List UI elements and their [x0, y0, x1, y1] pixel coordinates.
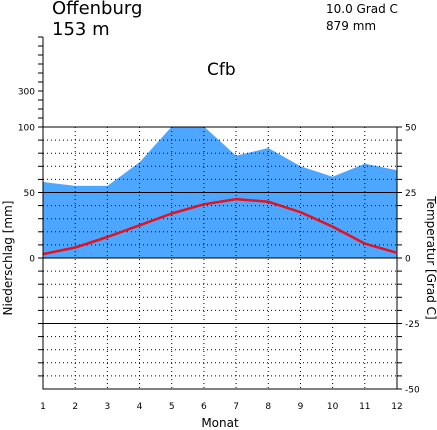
x-axis-tick-label: 11 [359, 402, 370, 412]
left-axis-tick-label: 100 [18, 124, 35, 134]
climate-classification: Cfb [207, 60, 236, 80]
x-axis-tick-label: 12 [391, 402, 402, 412]
x-axis-tick-label: 8 [265, 402, 271, 412]
x-axis-tick-label: 10 [327, 402, 339, 412]
x-axis-label: Monat [201, 416, 239, 430]
right-axis-tick-label: 50 [405, 124, 417, 134]
grid-layer [42, 126, 398, 390]
x-axis-tick-label: 3 [104, 402, 110, 412]
x-axis-tick-label: 1 [40, 402, 46, 412]
temperature-line [42, 197, 398, 256]
y-axis-label-left: Niederschlag [mm] [1, 201, 15, 316]
left-axis-tick-label: 300 [18, 88, 35, 98]
station-elevation: 153 m [52, 19, 110, 40]
right-axis-tick-label: 25 [405, 189, 416, 199]
x-axis-tick-label: 4 [137, 402, 143, 412]
x-axis-tick-label: 2 [72, 402, 78, 412]
left-axis-tick-label: 50 [24, 189, 36, 199]
right-axis-tick-label: -25 [405, 320, 420, 330]
annual-precipitation: 879 mm [326, 19, 377, 33]
right-axis-tick-label: 0 [405, 255, 411, 265]
x-axis-tick-label: 7 [233, 402, 239, 412]
right-axis-tick-label: -50 [405, 386, 420, 396]
mean-temperature: 10.0 Grad C [326, 2, 398, 16]
x-axis-tick-label: 5 [169, 402, 175, 412]
station-name: Offenburg [52, 0, 143, 19]
x-axis-tick-label: 6 [201, 402, 207, 412]
left-axis-tick-label: 0 [29, 255, 35, 265]
y-axis-label-right: Temperatur [Grad C] [424, 195, 437, 319]
x-axis-tick-label: 9 [298, 402, 304, 412]
